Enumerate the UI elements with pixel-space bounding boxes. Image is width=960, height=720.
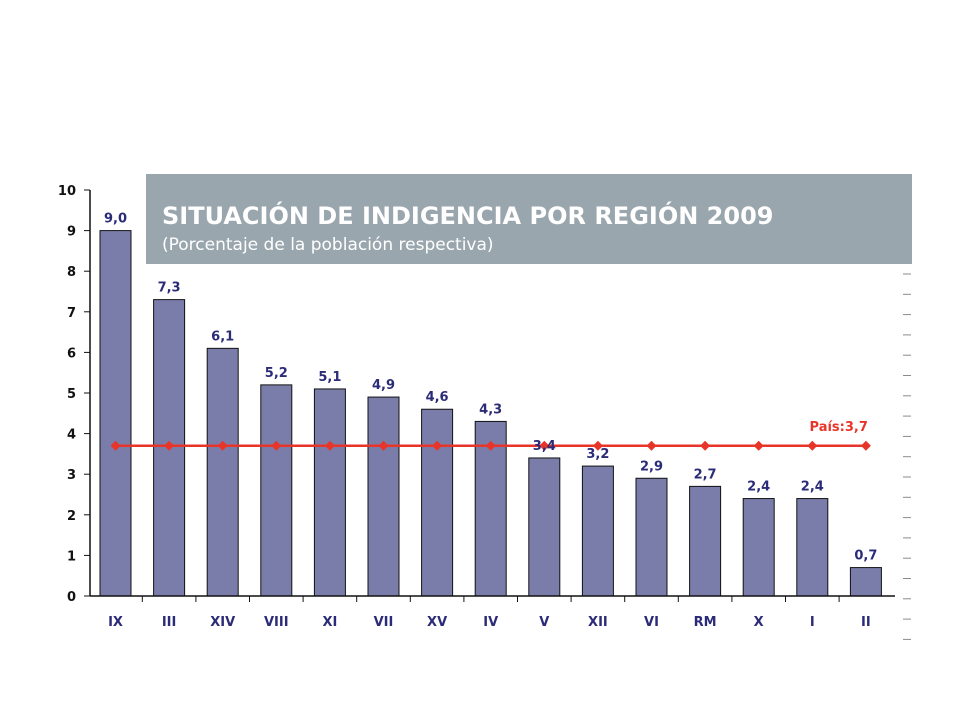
x-tick-label: XI [322, 615, 337, 630]
bar [421, 408, 454, 597]
value-label: 2,4 [801, 480, 824, 495]
x-tick-label: IX [108, 615, 123, 630]
y-tick-labels: 0 1 2 3 4 5 6 7 8 9 10 [58, 184, 90, 605]
reference-line-marker [646, 440, 657, 451]
x-tick-label: XV [427, 615, 447, 630]
y-tick-label: 8 [67, 265, 76, 280]
bar [206, 347, 239, 597]
x-tick-label: VII [374, 615, 394, 630]
value-label: 6,1 [211, 329, 234, 344]
x-tick-label: X [754, 615, 764, 630]
bar [796, 498, 829, 597]
title-background [146, 174, 912, 264]
title-box: SITUACIÓN DE INDIGENCIA POR REGIÓN 2009 … [146, 174, 912, 264]
reference-line-marker [807, 440, 818, 451]
x-tick-label: II [861, 615, 871, 630]
bar [635, 477, 668, 597]
right-tick-marks [903, 273, 911, 640]
y-tick-label: 3 [67, 468, 76, 483]
bar [849, 567, 882, 597]
y-tick-label: 0 [67, 590, 76, 605]
value-label: 2,9 [640, 459, 663, 474]
reference-line-marker [860, 440, 871, 451]
x-tick-label: IV [483, 615, 498, 630]
y-tick-label: 9 [67, 225, 76, 240]
bar [260, 384, 293, 597]
chart-subtitle: (Porcentaje de la población respectiva) [162, 235, 494, 255]
x-tick-labels: IX III XIV VIII XI VII XV IV V XII VI RM X I II [108, 596, 871, 630]
x-tick-label: VIII [264, 615, 289, 630]
x-tick-label: VI [644, 615, 659, 630]
value-label: 2,4 [747, 480, 770, 495]
x-tick-label: I [810, 615, 815, 630]
x-tick-label: III [162, 615, 177, 630]
value-label: 4,3 [479, 402, 502, 417]
reference-line-markers [110, 440, 871, 451]
bar [689, 485, 722, 597]
reference-line-marker [378, 440, 389, 451]
y-tick-label: 2 [67, 509, 76, 524]
bar [367, 396, 400, 597]
reference-line-marker [432, 440, 443, 451]
reference-line-marker [110, 440, 121, 451]
reference-line-marker [753, 440, 764, 451]
x-tick-label: XII [588, 615, 608, 630]
value-label: 2,7 [694, 467, 717, 482]
bar [99, 230, 132, 597]
reference-line-label: País:3,7 [810, 420, 868, 435]
value-label: 5,1 [318, 370, 341, 385]
chart-title: SITUACIÓN DE INDIGENCIA POR REGIÓN 2009 [162, 200, 773, 230]
reference-line-marker [539, 440, 550, 451]
value-label: 7,3 [158, 281, 181, 296]
value-label: 4,6 [426, 390, 449, 405]
y-tick-label: 7 [67, 306, 76, 321]
value-labels: 9,0 7,3 6,1 5,2 5,1 4,9 4,6 4,3 3,4 3,2 2,9 2,7 2,4 2… [104, 212, 877, 564]
bar [742, 498, 775, 597]
x-tick-label: RM [694, 615, 717, 630]
reference-line-marker [700, 440, 711, 451]
value-label: 9,0 [104, 212, 127, 227]
reference-line-marker [164, 440, 175, 451]
y-tick-label: 6 [67, 346, 76, 361]
value-label: 5,2 [265, 366, 288, 381]
x-tick-label: V [539, 615, 549, 630]
bar [313, 388, 346, 597]
reference-line-marker [592, 440, 603, 451]
bar [581, 465, 614, 597]
value-label: 3,2 [586, 447, 609, 462]
reference-line-group: País:3,7 [110, 420, 871, 451]
value-label: 4,9 [372, 378, 395, 393]
y-tick-label: 1 [67, 549, 76, 564]
reference-line-marker [271, 440, 282, 451]
value-label: 3,4 [533, 439, 556, 454]
y-tick-label: 5 [67, 387, 76, 402]
reference-line-marker [324, 440, 335, 451]
reference-line-marker [485, 440, 496, 451]
value-label: 0,7 [854, 549, 877, 564]
y-tick-label: 10 [58, 184, 76, 199]
reference-line-marker [217, 440, 228, 451]
y-tick-label: 4 [67, 428, 76, 443]
bar [528, 457, 561, 597]
x-tick-label: XIV [210, 615, 235, 630]
